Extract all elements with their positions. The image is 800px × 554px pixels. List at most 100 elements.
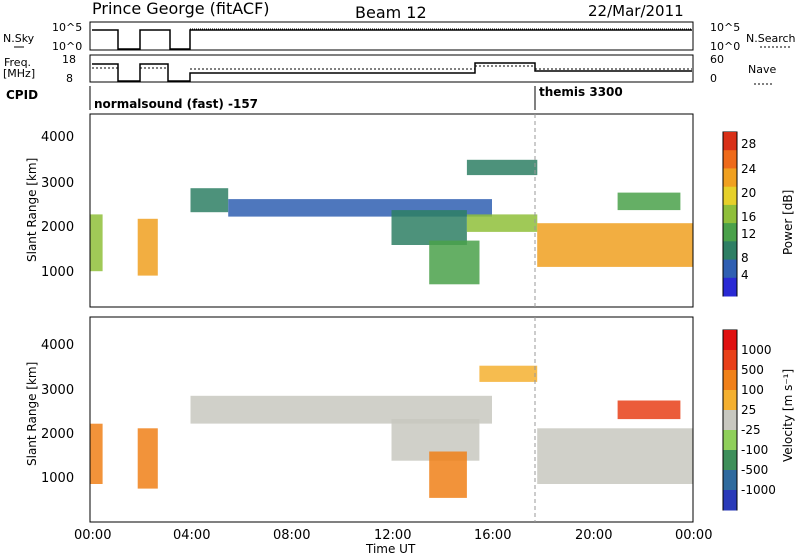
power-cb-tick-28: 28 (741, 137, 756, 151)
x-tick-2000: 20:00 (575, 528, 612, 543)
freq-right-tick-bottom: 0 (710, 72, 717, 85)
noise-panel: N.Sky 10^5 10^0 10^5 10^0 N.Search (3, 21, 796, 53)
freq-right-label: Nave (748, 63, 776, 76)
heatmap-cell (137, 428, 158, 489)
heatmap-cell (537, 428, 693, 484)
heatmap-cell (479, 365, 538, 382)
noise-left-label: N.Sky (3, 32, 35, 45)
velocity-colorbar: 1000 500 100 25 -25 -100 -500 -1000 Velo… (722, 329, 795, 511)
colorbar-swatch (723, 132, 737, 151)
velocity-y-axis-label: Slant Range [km] (25, 362, 39, 466)
heatmap-cell (466, 159, 538, 176)
x-tick-2400: 00:00 (675, 528, 712, 543)
x-axis-label: Time UT (365, 542, 416, 554)
power-colorbar-label: Power [dB] (781, 190, 795, 255)
power-y-tick-4000: 4000 (41, 130, 74, 145)
colorbar-swatch (723, 186, 737, 206)
vel-cb-tick-1000: 1000 (741, 343, 772, 357)
power-frame (89, 113, 694, 308)
heatmap-cell (190, 395, 492, 424)
power-cb-tick-16: 16 (741, 210, 756, 224)
power-y-tick-1000: 1000 (41, 265, 74, 280)
colorbar-swatch (723, 277, 737, 297)
power-y-axis-label: Slant Range [km] (25, 158, 39, 262)
colorbar-swatch (723, 204, 737, 224)
x-tick-0800: 08:00 (273, 528, 310, 543)
velocity-colorbar-swatches (723, 330, 737, 511)
noise-right-tick-bottom: 10^0 (710, 40, 740, 53)
vel-cb-tick-minus100: -100 (741, 443, 768, 457)
date-title: 22/Mar/2011 (588, 2, 684, 20)
colorbar-swatch (723, 490, 737, 511)
freq-label-line2: [MHz] (3, 67, 35, 80)
colorbar-swatch (723, 390, 737, 411)
velocity-y-tick-3000: 3000 (41, 383, 74, 398)
heatmap-cell (466, 214, 538, 232)
colorbar-swatch (723, 370, 737, 391)
heatmap-cell (537, 223, 693, 267)
x-tick-1200: 12:00 (374, 528, 411, 543)
beam-title: Beam 12 (355, 3, 427, 22)
cpid-program-1: normalsound (fast) -157 (94, 97, 258, 111)
noise-sky-trace (92, 29, 692, 50)
cpid-row: CPID normalsound (fast) -157 themis 3300 (6, 85, 623, 111)
power-cb-tick-8: 8 (741, 251, 749, 265)
x-tick-0400: 04:00 (173, 528, 210, 543)
power-cb-tick-20: 20 (741, 186, 756, 200)
noise-left-tick-bottom: 10^0 (52, 40, 82, 53)
vel-cb-tick-25: 25 (741, 403, 756, 417)
power-y-tick-3000: 3000 (41, 176, 74, 191)
velocity-y-tick-4000: 4000 (41, 338, 74, 353)
heatmap-cell (617, 192, 681, 211)
noise-right-label: N.Search (746, 32, 796, 45)
power-colorbar: 28 24 20 16 12 8 4 Power [dB] (722, 131, 795, 297)
freq-panel: Freq. [MHz] 18 8 60 0 Nave (3, 53, 776, 85)
vel-cb-tick-100: 100 (741, 383, 764, 397)
velocity-frame (89, 316, 694, 523)
velocity-y-tick-2000: 2000 (41, 427, 74, 442)
velocity-y-tick-1000: 1000 (41, 471, 74, 486)
colorbar-swatch (723, 223, 737, 242)
x-tick-0000: 00:00 (74, 528, 111, 543)
colorbar-swatch (723, 410, 737, 431)
vel-cb-tick-500: 500 (741, 363, 764, 377)
colorbar-swatch (723, 450, 737, 471)
heatmap-cell (391, 210, 467, 245)
station-title: Prince George (fitACF) (92, 0, 270, 18)
heatmap-cell (137, 218, 158, 276)
colorbar-swatch (723, 470, 737, 491)
vel-cb-tick-minus500: -500 (741, 463, 768, 477)
heatmap-cell (617, 400, 681, 420)
colorbar-swatch (723, 330, 737, 351)
power-panel: Slant Range [km] 1000 2000 3000 4000 (25, 113, 694, 308)
colorbar-swatch (723, 430, 737, 451)
heatmap-cell (190, 188, 229, 213)
cpid-program-2: themis 3300 (539, 85, 623, 99)
heatmap-cell (90, 423, 103, 484)
freq-frame (89, 54, 694, 83)
power-colorbar-swatches (723, 132, 737, 297)
noise-left-tick-top: 10^5 (52, 21, 82, 34)
power-cb-tick-24: 24 (741, 162, 756, 176)
power-cb-tick-12: 12 (741, 227, 756, 241)
vel-cb-tick-minus1000: -1000 (741, 483, 776, 497)
velocity-colorbar-label: Velocity [m s⁻¹] (781, 369, 795, 462)
heatmap-cell (429, 451, 467, 498)
colorbar-swatch (723, 168, 737, 188)
cpid-label: CPID (6, 88, 38, 102)
freq-left-tick-top: 18 (62, 53, 76, 66)
x-tick-1600: 16:00 (474, 528, 511, 543)
noise-frame (89, 21, 694, 51)
velocity-panel: Slant Range [km] 1000 2000 3000 4000 00:… (25, 316, 712, 554)
heatmap-cell (429, 240, 480, 285)
colorbar-swatch (723, 259, 737, 279)
power-y-tick-2000: 2000 (41, 220, 74, 235)
vel-cb-tick-minus25: -25 (741, 423, 761, 437)
colorbar-swatch (723, 150, 737, 169)
nave-trace (92, 65, 692, 70)
freq-label-line1: Freq. (4, 56, 31, 69)
freq-right-tick-top: 60 (710, 53, 724, 66)
freq-left-tick-bottom: 8 (66, 72, 73, 85)
noise-right-tick-top: 10^5 (710, 21, 740, 34)
